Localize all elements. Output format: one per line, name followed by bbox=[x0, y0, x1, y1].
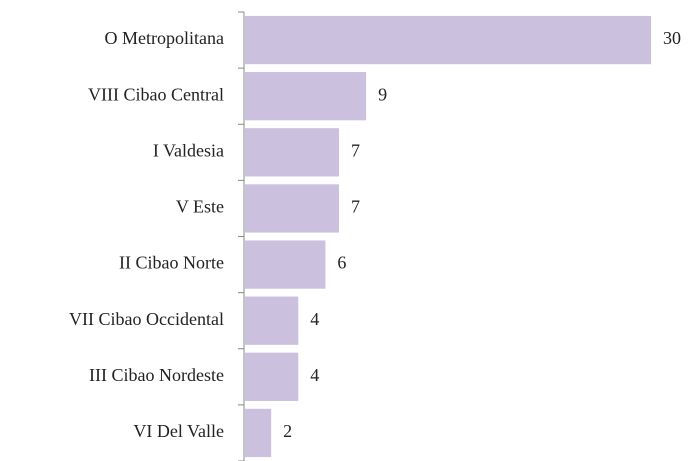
category-label: I Valdesia bbox=[153, 140, 224, 160]
value-label: 2 bbox=[283, 421, 292, 441]
bar bbox=[245, 15, 651, 65]
value-label: 30 bbox=[663, 28, 681, 48]
bar bbox=[245, 408, 272, 458]
bar bbox=[245, 72, 367, 121]
bar bbox=[245, 184, 339, 233]
bar bbox=[245, 240, 326, 289]
category-label: III Cibao Nordeste bbox=[89, 365, 224, 385]
bar bbox=[245, 296, 299, 345]
value-label: 4 bbox=[310, 309, 319, 329]
category-label: II Cibao Norte bbox=[119, 253, 224, 273]
value-label: 9 bbox=[378, 84, 387, 104]
category-label: VIII Cibao Central bbox=[88, 84, 224, 104]
category-label: V Este bbox=[176, 197, 224, 217]
value-label: 7 bbox=[351, 197, 360, 217]
category-label: VII Cibao Occidental bbox=[69, 309, 224, 329]
bar bbox=[245, 352, 299, 401]
category-label: VI Del Valle bbox=[133, 421, 224, 441]
value-label: 6 bbox=[337, 253, 346, 273]
value-label: 7 bbox=[351, 140, 360, 160]
value-label: 4 bbox=[310, 365, 319, 385]
bar bbox=[245, 128, 339, 177]
category-label: O Metropolitana bbox=[105, 28, 224, 48]
